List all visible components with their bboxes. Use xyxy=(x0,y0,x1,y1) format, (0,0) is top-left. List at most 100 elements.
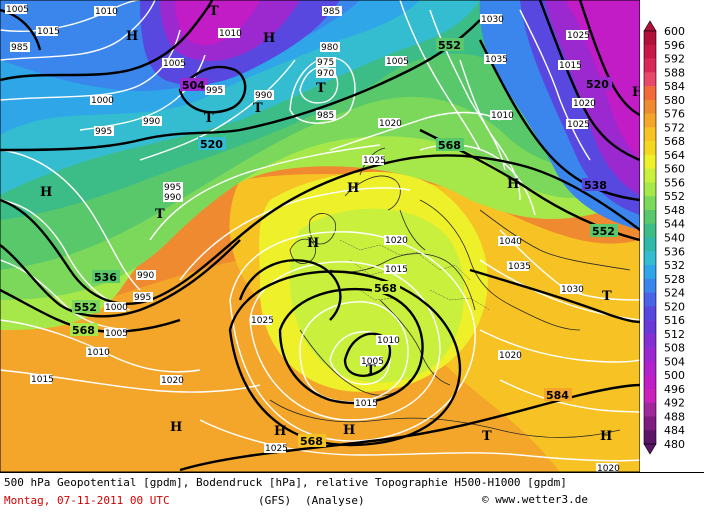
geo-label: 568 xyxy=(438,139,461,152)
pressure-label: 1025 xyxy=(567,31,590,41)
scale-swatch xyxy=(644,31,656,46)
scale-tick-label: 492 xyxy=(664,397,685,410)
high-marker: H xyxy=(343,423,355,438)
scale-swatch xyxy=(644,320,656,335)
scale-tick-label: 580 xyxy=(664,94,685,107)
high-marker: H xyxy=(632,85,640,100)
pressure-label: 1040 xyxy=(499,237,522,247)
pressure-label: 1035 xyxy=(508,262,531,272)
geo-label: 568 xyxy=(72,324,95,337)
scale-tick-label: 572 xyxy=(664,121,685,134)
low-marker: T xyxy=(602,289,612,304)
scale-tick-label: 600 xyxy=(664,25,685,38)
pressure-label: 1000 xyxy=(105,303,128,313)
pressure-label: 1005 xyxy=(163,59,186,69)
geo-label: 538 xyxy=(584,179,607,192)
scale-swatch xyxy=(644,182,656,197)
geo-label: 520 xyxy=(586,78,609,91)
scale-tick-label: 512 xyxy=(664,328,685,341)
scale-tick-label: 548 xyxy=(664,204,685,217)
pressure-label: 1005 xyxy=(6,5,29,15)
scale-tick-label: 528 xyxy=(664,273,685,286)
geo-label: 536 xyxy=(94,271,117,284)
scale-tick-label: 564 xyxy=(664,149,685,162)
pressure-label: 1015 xyxy=(355,399,378,409)
low-marker: T xyxy=(155,207,165,222)
high-marker: H xyxy=(347,181,359,196)
geo-label: 520 xyxy=(200,138,223,151)
scale-swatch xyxy=(644,196,656,211)
low-marker: T xyxy=(204,111,214,126)
scale-tick-label: 488 xyxy=(664,410,685,423)
low-marker: T xyxy=(253,101,263,116)
high-marker: H xyxy=(126,29,138,44)
scale-swatch xyxy=(644,86,656,101)
high-marker: H xyxy=(274,424,286,439)
credit-link[interactable]: © www.wetter3.de xyxy=(482,493,588,506)
pressure-label: 985 xyxy=(11,43,28,53)
scale-swatch xyxy=(644,416,656,431)
pressure-label: 1015 xyxy=(31,375,54,385)
scale-tick-label: 480 xyxy=(664,438,685,451)
scale-tick-label: 536 xyxy=(664,245,685,258)
scale-swatch xyxy=(644,251,656,266)
scale-tick-label: 516 xyxy=(664,314,685,327)
scale-swatch xyxy=(644,237,656,252)
pressure-label: 1010 xyxy=(95,7,118,17)
pressure-label: 1010 xyxy=(491,111,514,121)
pressure-label: 995 xyxy=(206,86,223,96)
pressure-label: 995 xyxy=(164,183,181,193)
scale-swatch xyxy=(644,265,656,280)
pressure-label: 990 xyxy=(255,91,272,101)
coastlines xyxy=(269,147,631,438)
pressure-label: 990 xyxy=(137,271,154,281)
map-date: Montag, 07-11-2011 00 UTC xyxy=(4,494,170,507)
map-footer: 500 hPa Geopotential [gpdm], Bodendruck … xyxy=(0,472,704,513)
geo-label: 568 xyxy=(300,435,323,448)
pressure-label: 995 xyxy=(134,293,151,303)
scale-swatch xyxy=(644,113,656,128)
pressure-label: 1020 xyxy=(573,99,596,109)
band-magenta xyxy=(175,0,260,46)
scale-swatch xyxy=(644,430,656,445)
scale-swatch xyxy=(644,127,656,142)
pressure-label: 1030 xyxy=(561,285,584,295)
pressure-label: 1010 xyxy=(377,336,400,346)
pressure-label: 1010 xyxy=(87,348,110,358)
scale-tick-label: 588 xyxy=(664,66,685,79)
pressure-label: 1005 xyxy=(386,57,409,67)
scale-tick-label: 524 xyxy=(664,287,685,300)
high-marker: H xyxy=(170,420,182,435)
pressure-label: 990 xyxy=(164,193,181,203)
scale-swatch xyxy=(644,58,656,73)
pressure-label: 1020 xyxy=(385,236,408,246)
pressure-label: 970 xyxy=(317,69,334,79)
high-marker: H xyxy=(263,31,275,46)
scale-tick-label: 568 xyxy=(664,135,685,148)
pressure-label: 1005 xyxy=(105,329,128,339)
scale-tick-label: 500 xyxy=(664,369,685,382)
colour-scale-legend: 600 596 592 588 584 580 576 572 568 564 560 556 552 5… xyxy=(640,0,704,472)
scale-tick-label: 596 xyxy=(664,39,685,52)
scale-swatch xyxy=(644,154,656,169)
pressure-label: 980 xyxy=(321,43,338,53)
pressure-label: 1030 xyxy=(481,15,504,25)
scale-swatch xyxy=(644,209,656,225)
pressure-label: 1025 xyxy=(363,156,386,166)
scale-swatch xyxy=(644,402,656,417)
pressure-label: 975 xyxy=(317,58,334,68)
pressure-label: 1025 xyxy=(567,120,590,130)
map-description: 500 hPa Geopotential [gpdm], Bodendruck … xyxy=(4,476,567,489)
scale-arrow-bottom xyxy=(643,443,657,455)
low-marker: T xyxy=(366,363,376,378)
pressure-label: 1025 xyxy=(265,444,288,454)
pressure-label: 1020 xyxy=(161,376,184,386)
scale-tick-label: 496 xyxy=(664,383,685,396)
scale-tick-label: 584 xyxy=(664,80,685,93)
pressure-label: 1025 xyxy=(251,316,274,326)
scale-swatch xyxy=(644,141,656,156)
high-marker: H xyxy=(307,236,319,251)
geo-label: 504 xyxy=(182,79,205,92)
high-marker: H xyxy=(507,177,519,192)
scale-swatch xyxy=(644,72,656,87)
